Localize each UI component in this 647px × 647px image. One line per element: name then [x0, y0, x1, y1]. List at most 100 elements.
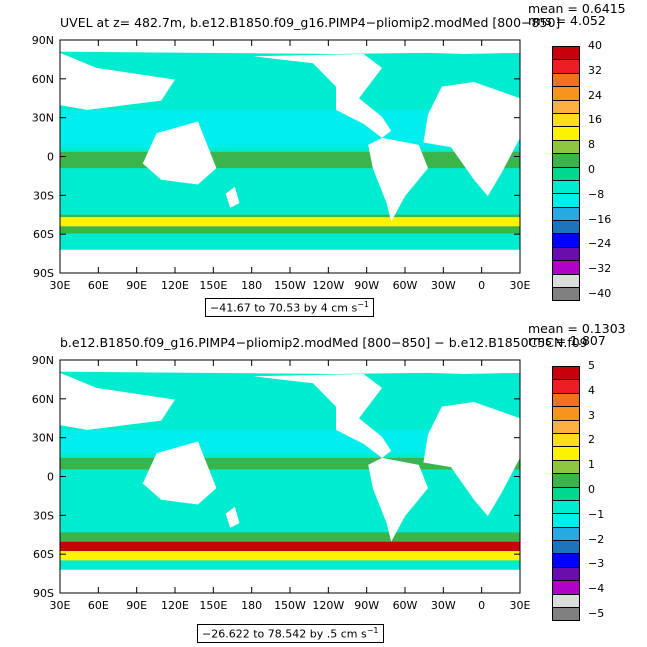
- colorbar-label: −16: [588, 212, 612, 226]
- colorbar: [552, 46, 580, 302]
- map-title: UVEL at z= 482.7m, b.e12.B1850.f09_g16.P…: [60, 15, 561, 30]
- range-text: −41.67 to 70.53 by 4 cm s: [210, 301, 358, 315]
- lon-tick-label: 60E: [88, 279, 109, 292]
- colorbar-swatch: [552, 554, 580, 568]
- lon-tick-label: 180: [241, 279, 262, 292]
- colorbar-swatch: [552, 567, 580, 582]
- lon-tick-label: 150E: [199, 279, 227, 292]
- range-unit-exponent: −1: [357, 300, 370, 309]
- lat-tick-label: 90S: [33, 587, 54, 600]
- lon-tick-label: 60W: [393, 279, 418, 292]
- range-unit-exponent: −1: [366, 626, 379, 635]
- colorbar-swatch: [552, 140, 580, 155]
- colorbar-swatch: [552, 194, 580, 208]
- lon-tick-label: 30E: [510, 279, 531, 292]
- ocean-band: [60, 551, 520, 561]
- map-title: b.e12.B1850.f09_g16.PIMP4−pliomip2.modMe…: [60, 335, 588, 350]
- ocean-band: [60, 532, 520, 542]
- lat-tick-label: 60S: [33, 548, 54, 561]
- colorbar-label: −40: [588, 287, 612, 300]
- colorbar-swatch: [552, 608, 580, 622]
- bottom-map-panel: b.e12.B1850.f09_g16.PIMP4−pliomip2.modMe…: [0, 320, 647, 647]
- land-mask: [368, 457, 428, 542]
- colorbar-swatch: [552, 154, 580, 168]
- colorbar-label: 5: [588, 359, 595, 372]
- land-mask: [423, 401, 520, 517]
- colorbar-swatch: [552, 366, 580, 381]
- colorbar-label: −1: [588, 507, 605, 521]
- colorbar-swatch: [552, 180, 580, 195]
- colorbar-swatch: [552, 113, 580, 128]
- lon-tick-label: 60W: [393, 599, 418, 612]
- range-text: −26.622 to 78.542 by .5 cm s: [202, 627, 367, 641]
- lon-tick-label: 90E: [126, 279, 147, 292]
- land-mask: [225, 186, 240, 208]
- map-field: [60, 360, 520, 593]
- land-mask: [142, 121, 217, 185]
- lon-tick-label: 90W: [354, 599, 379, 612]
- colorbar-swatch: [552, 407, 580, 421]
- colorbar-label: 4: [588, 383, 595, 397]
- contour-range-box: −26.622 to 78.542 by .5 cm s−1: [197, 624, 384, 643]
- ocean-band: [60, 226, 520, 234]
- colorbar-swatch: [552, 460, 580, 475]
- colorbar-swatch: [552, 46, 580, 61]
- lon-tick-label: 150W: [274, 599, 306, 612]
- lat-tick-label: 90N: [32, 354, 54, 367]
- lat-tick-label: 90S: [33, 267, 54, 280]
- colorbar-swatch: [552, 474, 580, 488]
- colorbar: [552, 366, 580, 622]
- lat-tick-label: 0: [47, 471, 54, 484]
- colorbar-swatch: [552, 234, 580, 248]
- colorbar-swatch: [552, 261, 580, 275]
- land-mask: [368, 137, 428, 222]
- colorbar-swatch: [552, 100, 580, 114]
- colorbar-swatch: [552, 247, 580, 262]
- colorbar-swatch: [552, 514, 580, 528]
- land-mask: [225, 506, 240, 528]
- colorbar-label: 0: [588, 483, 595, 496]
- land-mask: [423, 81, 520, 197]
- colorbar-swatch: [552, 420, 580, 434]
- lon-tick-label: 30W: [431, 279, 456, 292]
- lat-tick-label: 30S: [33, 189, 54, 202]
- lat-tick-label: 30S: [33, 509, 54, 522]
- land-mask: [142, 441, 217, 505]
- lat-tick-label: 30N: [32, 432, 54, 445]
- colorbar-swatch: [552, 393, 580, 408]
- colorbar-label: 8: [588, 138, 595, 152]
- colorbar-swatch: [552, 527, 580, 542]
- colorbar-label: 16: [588, 113, 602, 127]
- lon-tick-label: 150W: [274, 279, 306, 292]
- colorbar-swatch: [552, 221, 580, 235]
- colorbar-swatch: [552, 447, 580, 461]
- colorbar-label: −2: [588, 532, 605, 546]
- colorbar-label: −8: [588, 187, 605, 201]
- colorbar-swatch: [552, 541, 580, 555]
- map-field: [60, 40, 520, 273]
- lat-tick-label: 30N: [32, 112, 54, 125]
- colorbar-swatch: [552, 127, 580, 141]
- lon-tick-label: 180: [241, 599, 262, 612]
- land-mask: [253, 373, 392, 458]
- lon-tick-label: 120W: [312, 279, 344, 292]
- colorbar-label: −24: [588, 237, 612, 251]
- lon-tick-label: 30W: [431, 599, 456, 612]
- colorbar-swatch: [552, 87, 580, 101]
- lat-tick-label: 0: [47, 151, 54, 164]
- lon-tick-label: 30E: [510, 599, 531, 612]
- colorbar-swatch: [552, 167, 580, 181]
- colorbar-swatch: [552, 73, 580, 88]
- ocean-band: [60, 151, 520, 169]
- lon-tick-label: 120E: [161, 279, 189, 292]
- lon-tick-label: 150E: [199, 599, 227, 612]
- lon-tick-label: 60E: [88, 599, 109, 612]
- lon-tick-label: 30E: [50, 279, 71, 292]
- mean-label: mean = 0.6415: [528, 1, 626, 16]
- lon-tick-label: 0: [478, 279, 485, 292]
- colorbar-swatch: [552, 433, 580, 448]
- lat-tick-label: 90N: [32, 34, 54, 47]
